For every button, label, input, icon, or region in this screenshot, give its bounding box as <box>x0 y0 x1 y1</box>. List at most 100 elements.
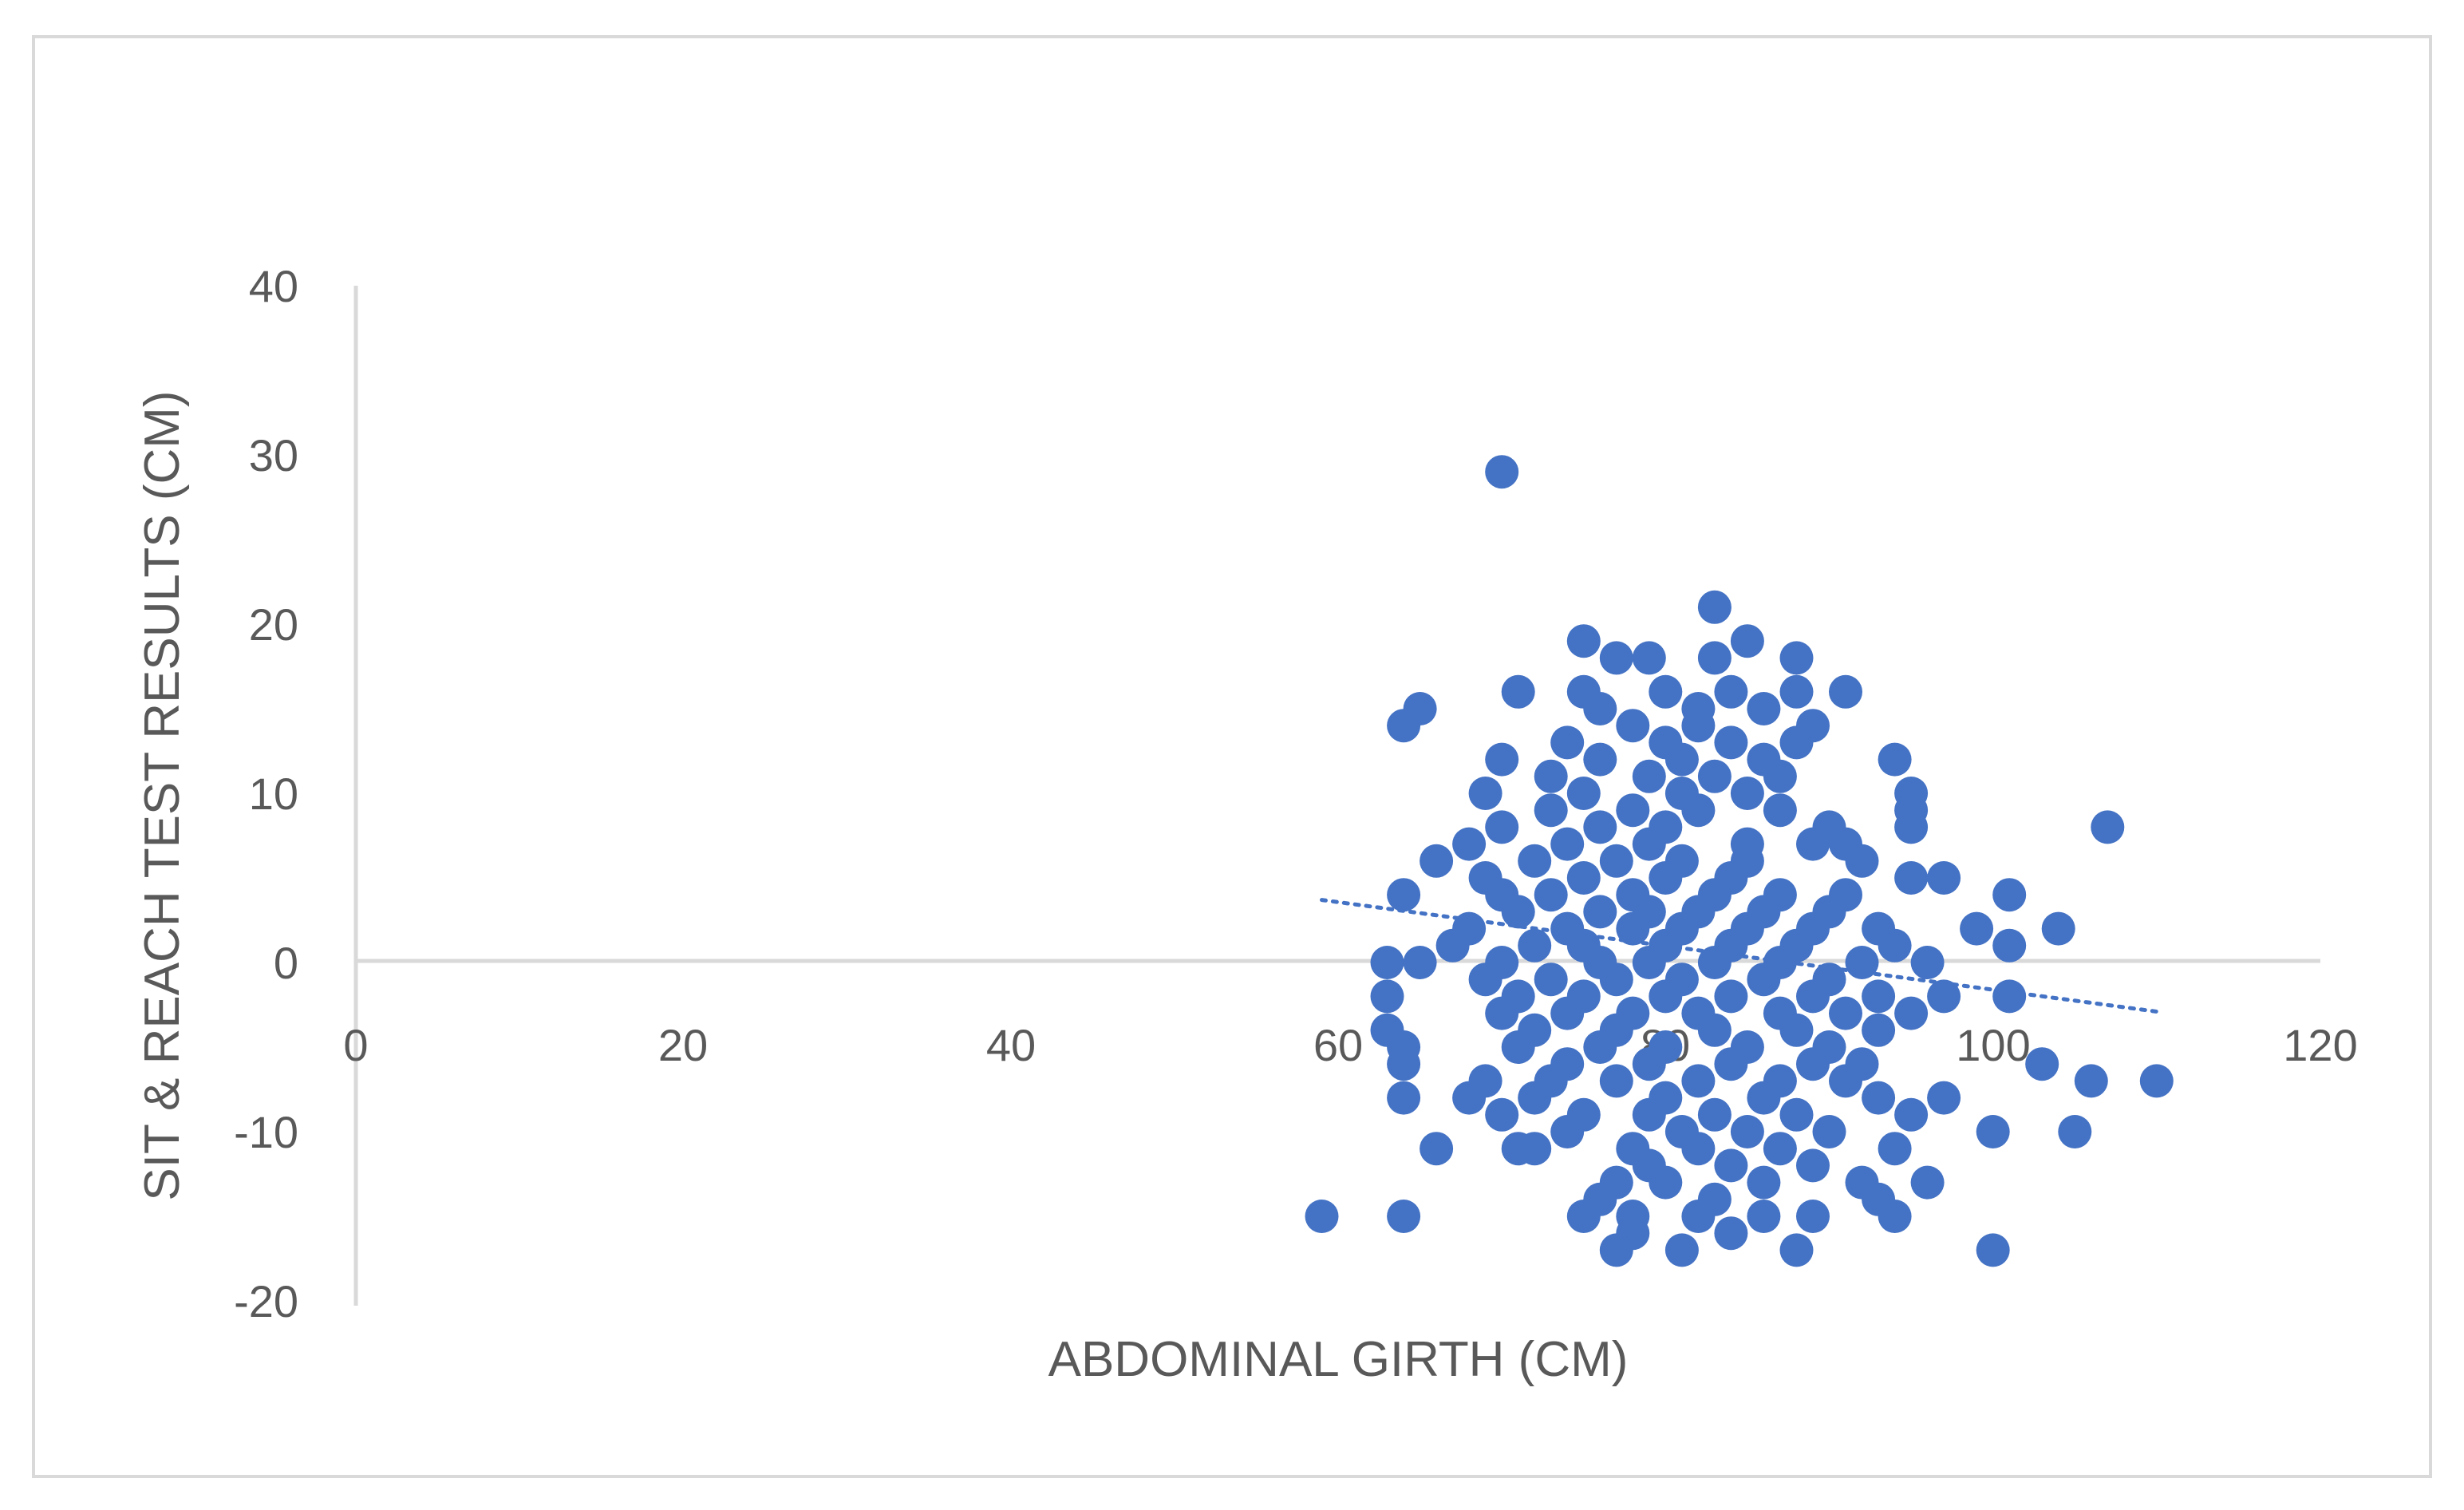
data-point <box>1468 963 1502 997</box>
data-points <box>1305 455 2174 1267</box>
data-point <box>1305 1200 1339 1233</box>
data-point <box>1599 1233 1633 1267</box>
data-point <box>1878 1132 1912 1166</box>
data-point <box>1468 777 1502 810</box>
x-tick-label: 0 <box>343 1020 368 1070</box>
data-point <box>1583 895 1617 929</box>
data-point <box>1566 1200 1601 1233</box>
data-point <box>1485 996 1519 1030</box>
data-point <box>1829 674 1862 709</box>
data-point <box>1518 1081 1552 1115</box>
data-point <box>1550 725 1585 760</box>
data-point <box>1862 1081 1896 1115</box>
data-point <box>1583 810 1617 844</box>
data-point <box>1796 827 1830 861</box>
data-point <box>1697 1013 1732 1047</box>
x-tick-label: 20 <box>658 1020 708 1070</box>
data-point <box>1664 742 1699 777</box>
data-point <box>1992 928 2027 963</box>
data-point <box>1796 1148 1830 1183</box>
data-point <box>1518 1132 1552 1166</box>
data-point <box>1878 742 1912 777</box>
data-point <box>1518 928 1552 963</box>
y-tick-label: 30 <box>249 430 298 480</box>
y-tick-label: 0 <box>274 938 298 988</box>
data-point <box>1420 844 1454 878</box>
data-point <box>1894 1097 1929 1132</box>
data-point <box>1518 844 1552 878</box>
data-point <box>1403 946 1437 979</box>
data-point <box>1566 777 1601 810</box>
data-point <box>1779 725 1814 760</box>
data-point <box>1566 861 1601 895</box>
data-point <box>1714 979 1748 1014</box>
data-point <box>1796 979 1830 1014</box>
data-point <box>1599 963 1633 997</box>
data-point <box>1370 979 1404 1014</box>
data-point <box>1747 1200 1781 1233</box>
data-point <box>1796 1200 1830 1233</box>
data-point <box>1599 844 1633 878</box>
y-tick-label: 20 <box>249 599 298 650</box>
data-point <box>1976 1115 2010 1148</box>
data-point <box>1747 1081 1781 1115</box>
data-point <box>1960 911 1994 946</box>
data-point <box>1779 1097 1814 1132</box>
data-point <box>1632 759 1666 793</box>
data-point <box>1501 674 1535 709</box>
data-point <box>1714 674 1748 709</box>
data-point <box>1599 1064 1633 1098</box>
data-point <box>1583 1030 1617 1064</box>
data-point <box>1992 878 2027 912</box>
data-point <box>1747 1165 1781 1200</box>
x-tick-label: 120 <box>2283 1020 2357 1070</box>
data-point <box>1779 674 1814 709</box>
data-point <box>1894 861 1929 895</box>
data-point <box>1730 777 1764 810</box>
data-point <box>1649 674 1683 709</box>
x-tick-labels: 0 20 40 60 80 100 120 <box>343 1020 2357 1070</box>
data-point <box>1763 1132 1797 1166</box>
data-point <box>1485 742 1519 777</box>
data-point <box>1730 1115 1764 1148</box>
data-point <box>1485 810 1519 844</box>
data-point <box>1829 996 1862 1030</box>
data-point <box>1779 641 1814 675</box>
data-point <box>1387 1081 1421 1115</box>
data-point <box>1697 641 1732 675</box>
data-point <box>1681 793 1716 828</box>
data-point <box>1779 1013 1814 1047</box>
x-tick-label: 40 <box>986 1020 1036 1070</box>
data-point <box>1714 1047 1748 1081</box>
data-point <box>1501 1030 1535 1064</box>
y-tick-label: -20 <box>234 1276 298 1326</box>
data-point <box>1664 1233 1699 1267</box>
data-point <box>1370 946 1404 979</box>
data-point <box>2139 1064 2174 1098</box>
data-point <box>1452 827 1487 861</box>
data-point <box>1485 455 1519 489</box>
data-point <box>1714 1216 1748 1251</box>
data-point <box>1387 709 1421 743</box>
data-point <box>1387 1200 1421 1233</box>
data-point <box>1616 911 1650 946</box>
data-point <box>1862 1013 1896 1047</box>
data-point <box>1927 861 1961 895</box>
data-point <box>1730 624 1764 658</box>
data-point <box>1452 1081 1487 1115</box>
data-point <box>1747 692 1781 725</box>
data-point <box>1566 624 1601 658</box>
data-point <box>1894 996 1929 1030</box>
data-point <box>1550 827 1585 861</box>
data-point <box>1910 1165 1945 1200</box>
data-point <box>1583 742 1617 777</box>
data-point <box>2074 1064 2108 1098</box>
data-point <box>1534 793 1568 828</box>
chart-frame <box>32 35 2432 1478</box>
data-point <box>1714 725 1748 760</box>
data-point <box>2025 1047 2059 1081</box>
data-point <box>1681 1064 1716 1098</box>
data-point <box>1779 1233 1814 1267</box>
data-point <box>1894 810 1929 844</box>
